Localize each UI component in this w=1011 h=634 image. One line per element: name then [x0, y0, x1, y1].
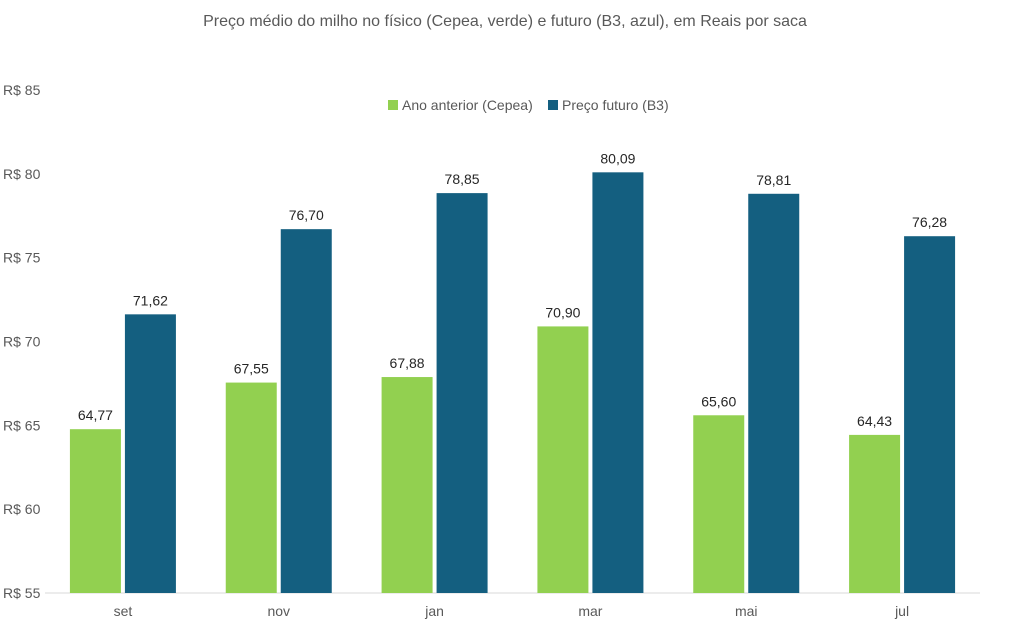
x-tick-label: jul: [894, 603, 909, 619]
bar-mai-series-2: [748, 193, 800, 594]
data-label: 76,28: [912, 214, 947, 230]
data-label: 64,43: [857, 413, 892, 429]
y-axis: R$ 55 R$ 60 R$ 65 R$ 70 R$ 75 R$ 80 R$ 85: [3, 82, 41, 601]
x-tick-label: mai: [735, 603, 758, 619]
x-tick-label: nov: [267, 603, 290, 619]
bar-jul-series-2: [904, 236, 956, 594]
data-label: 78,85: [445, 171, 480, 187]
x-tick-label: mar: [578, 603, 602, 619]
bar-nov-series-2: [280, 229, 332, 593]
data-label: 65,60: [701, 393, 736, 409]
chart-title: Preço médio do milho no físico (Cepea, v…: [203, 13, 807, 30]
legend-swatch: [388, 100, 398, 110]
legend-label: Ano anterior (Cepea): [402, 97, 533, 113]
bar-mai-series-1: [693, 415, 745, 593]
legend: Ano anterior (Cepea) Preço futuro (B3): [388, 97, 669, 113]
bar-set-series-2: [124, 314, 176, 593]
x-tick-label: jan: [424, 603, 444, 619]
y-tick-label: R$ 70: [3, 334, 41, 350]
x-tick-label: set: [114, 603, 133, 619]
bar-mar-series-2: [592, 172, 644, 593]
data-label: 78,81: [756, 172, 791, 188]
data-label: 71,62: [133, 292, 168, 308]
bar-jan-series-2: [436, 193, 488, 594]
bar-mar-series-1: [537, 326, 589, 593]
x-axis: set nov jan mar mai jul: [45, 592, 980, 619]
bars-group: 64,77 71,62 67,55 76,70 67,88 78,85 70,90 80,09…: [69, 150, 956, 594]
bar-jan-series-1: [381, 377, 433, 593]
data-label: 70,90: [545, 304, 580, 320]
data-label: 67,88: [390, 355, 425, 371]
legend-label: Preço futuro (B3): [562, 97, 669, 113]
y-tick-label: R$ 60: [3, 501, 41, 517]
legend-swatch: [548, 100, 558, 110]
bar-jul-series-1: [849, 434, 901, 593]
bar-nov-series-1: [225, 382, 277, 593]
y-tick-label: R$ 65: [3, 417, 41, 433]
y-tick-label: R$ 75: [3, 250, 41, 266]
y-tick-label: R$ 80: [3, 166, 41, 182]
bar-set-series-1: [69, 429, 121, 593]
y-tick-label: R$ 85: [3, 82, 41, 98]
data-label: 76,70: [289, 207, 324, 223]
data-label: 64,77: [78, 407, 113, 423]
data-label: 80,09: [600, 150, 635, 166]
data-label: 67,55: [234, 361, 269, 377]
y-tick-label: R$ 55: [3, 585, 41, 601]
